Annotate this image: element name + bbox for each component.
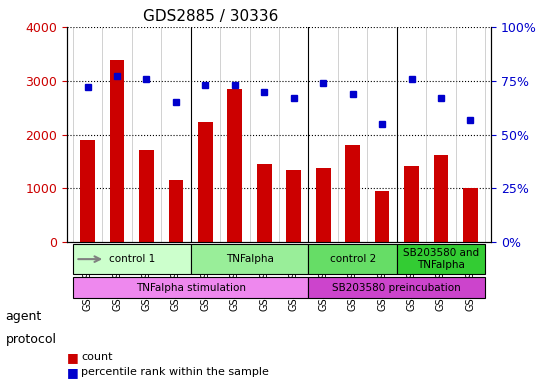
Text: SB203580 preincubation: SB203580 preincubation — [333, 283, 461, 293]
Text: agent: agent — [6, 310, 42, 323]
Bar — [404, 166, 419, 242]
Bar — [198, 122, 213, 242]
Text: TNFalpha stimulation: TNFalpha stimulation — [136, 283, 246, 293]
Text: SB203580 and
TNFalpha: SB203580 and TNFalpha — [403, 248, 479, 270]
Bar — [110, 60, 124, 242]
Text: ■: ■ — [67, 351, 79, 364]
Bar — [286, 170, 301, 242]
Text: GDS2885 / 30336: GDS2885 / 30336 — [143, 9, 278, 24]
Bar — [434, 155, 448, 242]
Bar — [316, 168, 330, 242]
Text: count: count — [81, 352, 112, 362]
Text: control 1: control 1 — [109, 254, 155, 264]
Bar — [80, 140, 95, 242]
Text: TNFalpha: TNFalpha — [225, 254, 273, 264]
FancyBboxPatch shape — [397, 244, 485, 274]
Bar — [169, 180, 183, 242]
Text: ■: ■ — [67, 366, 79, 379]
Bar — [375, 190, 389, 242]
Bar — [257, 164, 272, 242]
FancyBboxPatch shape — [191, 244, 309, 274]
Text: control 2: control 2 — [330, 254, 376, 264]
Bar — [463, 189, 478, 242]
FancyBboxPatch shape — [73, 244, 191, 274]
Bar — [228, 89, 242, 242]
Bar — [139, 150, 154, 242]
FancyBboxPatch shape — [73, 277, 309, 298]
Text: percentile rank within the sample: percentile rank within the sample — [81, 367, 269, 377]
FancyBboxPatch shape — [309, 244, 397, 274]
FancyBboxPatch shape — [309, 277, 485, 298]
Bar — [345, 145, 360, 242]
Text: protocol: protocol — [6, 333, 56, 346]
